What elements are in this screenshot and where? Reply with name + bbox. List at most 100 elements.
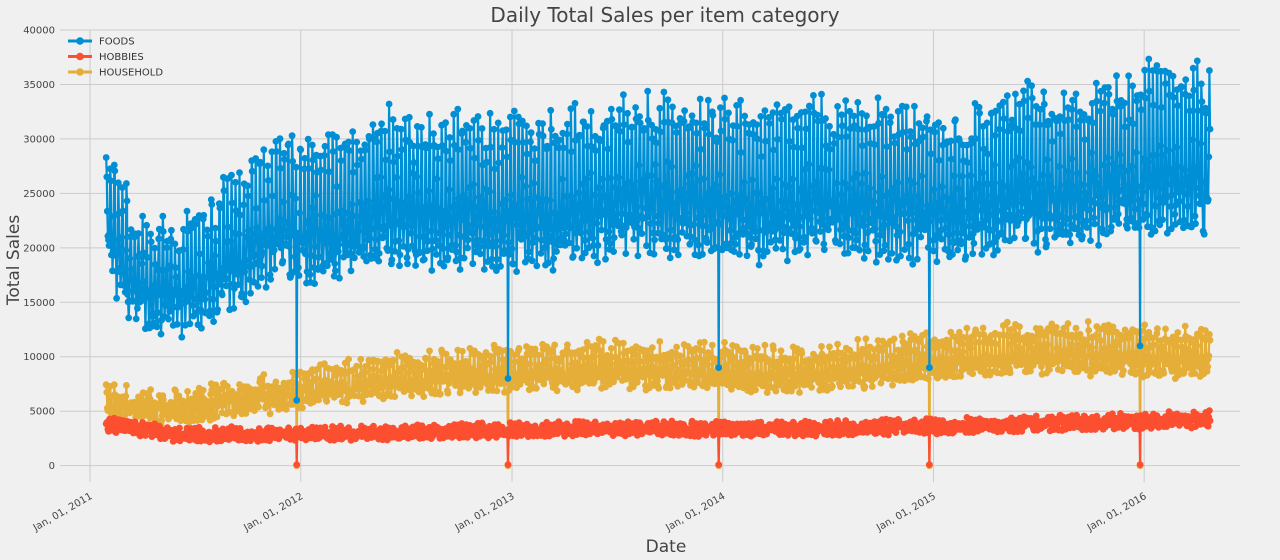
data-point xyxy=(565,212,572,219)
data-point xyxy=(563,130,571,138)
data-point xyxy=(777,347,785,355)
data-point xyxy=(336,274,343,282)
data-point xyxy=(712,181,720,189)
data-point xyxy=(613,197,620,205)
data-point xyxy=(656,338,664,345)
data-point xyxy=(384,247,392,255)
data-point xyxy=(674,236,682,243)
data-point xyxy=(602,255,609,263)
data-point xyxy=(717,104,724,111)
data-point xyxy=(660,88,668,96)
data-point xyxy=(934,360,942,368)
data-point xyxy=(531,157,539,165)
data-point xyxy=(819,374,826,382)
data-point xyxy=(163,244,171,252)
data-point xyxy=(958,348,966,356)
data-point xyxy=(362,207,370,215)
data-point xyxy=(606,239,614,247)
data-point xyxy=(397,125,405,133)
data-point xyxy=(353,362,361,370)
data-point xyxy=(740,179,748,186)
data-point xyxy=(657,128,664,136)
data-point xyxy=(926,461,933,468)
data-point xyxy=(426,110,433,118)
data-point xyxy=(413,173,421,181)
data-point xyxy=(260,146,268,154)
data-point xyxy=(291,253,299,261)
data-point xyxy=(164,293,172,300)
data-point xyxy=(311,280,318,287)
data-point xyxy=(183,207,191,215)
data-point xyxy=(214,306,222,314)
data-point xyxy=(124,290,131,298)
data-point xyxy=(615,173,623,181)
data-point xyxy=(504,461,512,468)
data-point xyxy=(375,250,383,257)
data-point xyxy=(726,227,734,234)
data-point xyxy=(284,384,292,392)
data-point xyxy=(280,198,287,206)
data-point xyxy=(443,223,451,231)
data-point xyxy=(329,380,337,387)
data-point xyxy=(434,357,441,365)
data-point xyxy=(377,173,384,181)
data-point xyxy=(122,246,130,254)
data-point xyxy=(549,266,557,274)
data-point xyxy=(143,221,151,229)
data-point xyxy=(577,218,585,225)
data-point xyxy=(1205,352,1213,360)
data-point xyxy=(587,360,594,368)
data-point xyxy=(770,346,777,353)
data-point xyxy=(610,378,617,386)
data-point xyxy=(476,384,484,391)
data-point xyxy=(1136,461,1144,468)
data-point xyxy=(177,417,185,425)
data-point xyxy=(372,236,380,243)
data-point xyxy=(196,250,204,258)
data-point xyxy=(328,232,336,240)
data-point xyxy=(605,228,613,236)
data-point xyxy=(628,123,636,131)
series-household xyxy=(102,318,1214,470)
data-point xyxy=(255,403,262,411)
data-point xyxy=(772,387,780,395)
data-point xyxy=(475,137,482,144)
data-point xyxy=(206,307,214,315)
data-point xyxy=(1206,331,1213,338)
data-point xyxy=(666,384,674,392)
data-point xyxy=(808,383,815,391)
data-point xyxy=(439,245,447,252)
data-point xyxy=(525,248,533,256)
data-point xyxy=(480,266,488,273)
data-point xyxy=(329,148,337,155)
data-point xyxy=(607,360,615,367)
data-point xyxy=(543,142,551,150)
data-point xyxy=(547,346,555,354)
data-point xyxy=(669,207,677,215)
data-point xyxy=(1068,341,1075,348)
data-point xyxy=(592,147,600,155)
data-point xyxy=(201,295,209,303)
data-point xyxy=(684,343,692,350)
data-point xyxy=(972,326,979,334)
data-point xyxy=(140,278,148,286)
data-point xyxy=(301,154,309,162)
data-point xyxy=(467,144,474,152)
data-point xyxy=(258,262,266,270)
data-point xyxy=(1003,318,1011,326)
data-point xyxy=(605,193,612,201)
data-point xyxy=(147,238,155,246)
data-point xyxy=(721,339,728,346)
data-point xyxy=(490,125,498,133)
data-point xyxy=(878,347,886,355)
data-point xyxy=(110,161,118,169)
data-point xyxy=(508,245,516,253)
data-point xyxy=(465,222,473,229)
data-point xyxy=(156,291,164,299)
data-point xyxy=(281,155,288,163)
data-point xyxy=(1043,341,1051,348)
data-point xyxy=(285,243,293,250)
data-point xyxy=(689,361,697,369)
data-point xyxy=(306,271,314,278)
data-point xyxy=(596,347,604,355)
